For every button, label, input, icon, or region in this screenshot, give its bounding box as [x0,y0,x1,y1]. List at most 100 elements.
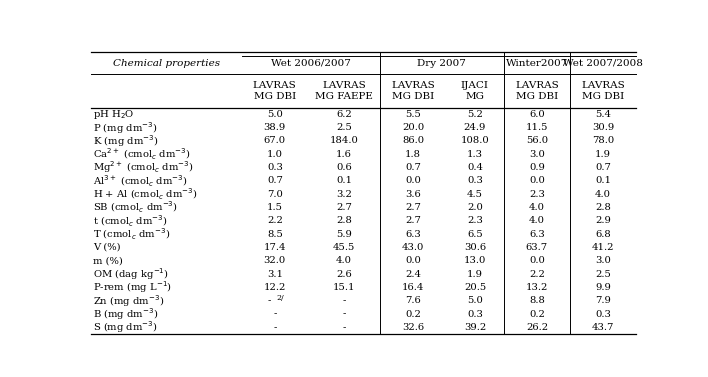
Text: m (%): m (%) [93,256,123,265]
Text: 0.3: 0.3 [467,310,483,319]
Text: 0.0: 0.0 [405,256,421,265]
Text: 45.5: 45.5 [333,243,355,252]
Text: 3.1: 3.1 [267,270,282,279]
Text: -: - [273,323,277,332]
Text: 4.5: 4.5 [467,190,483,199]
Text: 0.3: 0.3 [267,163,282,172]
Text: 12.2: 12.2 [263,283,286,292]
Text: 20.5: 20.5 [464,283,486,292]
Text: 2.2: 2.2 [529,270,545,279]
Text: 2.4: 2.4 [405,270,421,279]
Text: 2.5: 2.5 [595,270,611,279]
Text: 5.0: 5.0 [267,110,282,119]
Text: 1.8: 1.8 [405,150,421,159]
Text: OM (dag kg$^{-1}$): OM (dag kg$^{-1}$) [93,266,169,282]
Text: 3.0: 3.0 [595,256,611,265]
Text: 0.1: 0.1 [336,176,352,185]
Text: 56.0: 56.0 [526,136,548,146]
Text: 1.5: 1.5 [267,203,282,212]
Text: pH H$_2$O: pH H$_2$O [93,108,135,121]
Text: 16.4: 16.4 [401,283,424,292]
Text: 3.0: 3.0 [529,150,545,159]
Text: 43.0: 43.0 [401,243,424,252]
Text: 26.2: 26.2 [526,323,548,332]
Text: 0.3: 0.3 [467,176,483,185]
Text: 17.4: 17.4 [263,243,286,252]
Text: K (mg dm$^{-3}$): K (mg dm$^{-3}$) [93,133,159,149]
Text: 0.2: 0.2 [405,310,421,319]
Text: -: - [342,296,346,305]
Text: 78.0: 78.0 [592,136,614,146]
Text: 3.6: 3.6 [405,190,421,199]
Text: 0.0: 0.0 [529,176,545,185]
Text: Zn (mg dm$^{-3}$): Zn (mg dm$^{-3}$) [93,293,165,309]
Text: 6.8: 6.8 [595,230,611,239]
Text: H + Al (cmol$_c$ dm$^{-3}$): H + Al (cmol$_c$ dm$^{-3}$) [93,187,198,202]
Text: 0.7: 0.7 [267,176,282,185]
Text: 11.5: 11.5 [525,123,548,132]
Text: 6.5: 6.5 [467,230,483,239]
Text: 32.6: 32.6 [402,323,424,332]
Text: 5.2: 5.2 [467,110,483,119]
Text: IJACI
MG: IJACI MG [461,81,489,101]
Text: LAVRAS
MG DBI: LAVRAS MG DBI [253,81,297,101]
Text: 2/: 2/ [277,294,284,302]
Text: 2.9: 2.9 [595,216,611,225]
Text: 5.4: 5.4 [595,110,611,119]
Text: -: - [342,310,346,319]
Text: 1.9: 1.9 [467,270,483,279]
Text: 6.3: 6.3 [405,230,421,239]
Text: 2.0: 2.0 [467,203,483,212]
Text: 108.0: 108.0 [461,136,489,146]
Text: 6.3: 6.3 [529,230,544,239]
Text: 2.5: 2.5 [336,123,352,132]
Text: 30.9: 30.9 [592,123,614,132]
Text: 4.0: 4.0 [529,216,545,225]
Text: T (cmol$_c$ dm$^{-3}$): T (cmol$_c$ dm$^{-3}$) [93,227,171,242]
Text: LAVRAS
MG DBI: LAVRAS MG DBI [391,81,435,101]
Text: 6.0: 6.0 [529,110,544,119]
Text: Dry 2007: Dry 2007 [418,59,467,68]
Text: 7.9: 7.9 [595,296,611,305]
Text: Winter2007: Winter2007 [506,59,568,68]
Text: 4.0: 4.0 [336,256,352,265]
Text: 0.1: 0.1 [595,176,611,185]
Text: 2.8: 2.8 [336,216,352,225]
Text: 41.2: 41.2 [592,243,615,252]
Text: SB (cmol$_c$ dm$^{-3}$): SB (cmol$_c$ dm$^{-3}$) [93,200,178,215]
Text: 7.0: 7.0 [267,190,282,199]
Text: 13.0: 13.0 [464,256,486,265]
Text: 0.2: 0.2 [529,310,545,319]
Text: B (mg dm$^{-3}$): B (mg dm$^{-3}$) [93,306,159,322]
Text: 3.2: 3.2 [336,190,352,199]
Text: 7.6: 7.6 [405,296,421,305]
Text: 15.1: 15.1 [333,283,355,292]
Text: t (cmol$_c$ dm$^{-3}$): t (cmol$_c$ dm$^{-3}$) [93,213,168,228]
Text: 20.0: 20.0 [402,123,424,132]
Text: 24.9: 24.9 [464,123,486,132]
Text: 5.9: 5.9 [336,230,352,239]
Text: 2.7: 2.7 [405,216,421,225]
Text: 5.5: 5.5 [405,110,421,119]
Text: Ca$^{2+}$ (cmol$_c$ dm$^{-3}$): Ca$^{2+}$ (cmol$_c$ dm$^{-3}$) [93,147,191,162]
Text: 1.9: 1.9 [595,150,611,159]
Text: Mg$^{2+}$ (cmol$_c$ dm$^{-3}$): Mg$^{2+}$ (cmol$_c$ dm$^{-3}$) [93,160,194,175]
Text: Wet 2007/2008: Wet 2007/2008 [563,59,643,68]
Text: P (mg dm$^{-3}$): P (mg dm$^{-3}$) [93,120,158,135]
Text: -: - [342,323,346,332]
Text: Wet 2006/2007: Wet 2006/2007 [271,59,350,68]
Text: 4.0: 4.0 [595,190,611,199]
Text: P-rem (mg L$^{-1}$): P-rem (mg L$^{-1}$) [93,280,173,295]
Text: 0.9: 0.9 [529,163,545,172]
Text: 38.9: 38.9 [263,123,286,132]
Text: 30.6: 30.6 [464,243,486,252]
Text: 2.7: 2.7 [405,203,421,212]
Text: 2.3: 2.3 [467,216,483,225]
Text: 8.5: 8.5 [267,230,282,239]
Text: 0.3: 0.3 [595,310,611,319]
Text: 5.0: 5.0 [467,296,483,305]
Text: 4.0: 4.0 [529,203,545,212]
Text: 43.7: 43.7 [592,323,615,332]
Text: 9.9: 9.9 [595,283,611,292]
Text: LAVRAS
MG DBI: LAVRAS MG DBI [515,81,559,101]
